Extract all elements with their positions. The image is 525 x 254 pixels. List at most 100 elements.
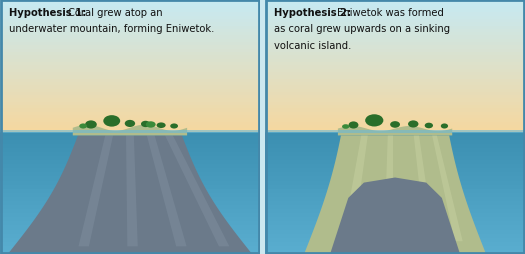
Bar [0,17,260,20]
Ellipse shape [441,124,448,129]
Bar [265,181,525,185]
Bar [265,156,525,161]
Ellipse shape [170,124,178,129]
Bar [265,73,525,76]
Bar [265,7,525,10]
Polygon shape [384,136,393,241]
Bar [0,173,260,177]
Polygon shape [73,125,187,136]
Bar [0,213,260,217]
Bar [265,63,525,66]
Polygon shape [126,136,138,246]
Bar [0,169,260,173]
Text: underwater mountain, forming Eniwetok.: underwater mountain, forming Eniwetok. [9,24,215,34]
Bar [265,96,525,99]
Bar [0,122,260,125]
Bar [265,125,525,129]
Bar [265,69,525,73]
Bar [0,148,260,152]
Bar [0,102,260,106]
Bar [0,156,260,161]
Bar [0,92,260,96]
Bar [0,209,260,213]
Bar [265,106,525,109]
Polygon shape [147,136,186,246]
Bar [265,161,525,165]
Bar [265,250,525,254]
Text: Eniwetok was formed: Eniwetok was formed [337,8,444,18]
Bar [265,144,525,148]
Bar [0,13,260,17]
Ellipse shape [349,122,359,129]
Bar [265,197,525,201]
Bar [0,30,260,33]
Bar [265,173,525,177]
Bar [265,43,525,46]
Bar [0,119,260,122]
Bar [0,246,260,250]
Bar [0,20,260,23]
Bar [0,106,260,109]
Bar [265,112,525,116]
Bar [0,79,260,83]
Bar [265,30,525,33]
Bar [265,130,525,133]
Bar [0,177,260,181]
Bar [265,3,525,7]
Bar [265,119,525,122]
Bar [3,3,257,56]
Bar [265,99,525,102]
Bar [0,193,260,197]
Polygon shape [338,126,452,136]
Bar [265,23,525,26]
Bar [265,140,525,144]
Bar [0,129,260,132]
Polygon shape [78,136,113,246]
Bar [0,86,260,89]
Bar [0,0,260,3]
Bar [0,189,260,193]
Bar [0,40,260,43]
Bar [0,50,260,53]
Ellipse shape [342,125,349,129]
Bar [0,56,260,59]
Bar [265,36,525,40]
Text: Hypothesis 1:: Hypothesis 1: [9,8,87,18]
Bar [265,17,525,20]
Bar [265,83,525,86]
Bar [0,96,260,99]
Bar [0,152,260,156]
Bar [0,130,260,133]
Bar [0,197,260,201]
Bar [0,250,260,254]
Bar [0,59,260,63]
Bar [265,56,525,59]
Text: Hypothesis 2:: Hypothesis 2: [274,8,351,18]
Bar [0,112,260,116]
Ellipse shape [85,121,97,129]
Bar [0,73,260,76]
Bar [0,43,260,46]
Bar [265,66,525,69]
Ellipse shape [79,124,87,129]
Bar [0,201,260,205]
Bar [0,205,260,209]
Bar [265,177,525,181]
Ellipse shape [141,121,150,128]
Bar [265,185,525,189]
Bar [265,136,525,140]
Bar [265,102,525,106]
Bar [265,33,525,36]
Bar [0,36,260,40]
Bar [0,161,260,165]
Bar [265,40,525,43]
Bar [265,122,525,125]
Bar [265,20,525,23]
Ellipse shape [103,116,120,127]
Bar [0,125,260,129]
Polygon shape [432,136,463,241]
Bar [265,238,525,242]
Bar [0,230,260,234]
Bar [265,92,525,96]
Bar [0,66,260,69]
